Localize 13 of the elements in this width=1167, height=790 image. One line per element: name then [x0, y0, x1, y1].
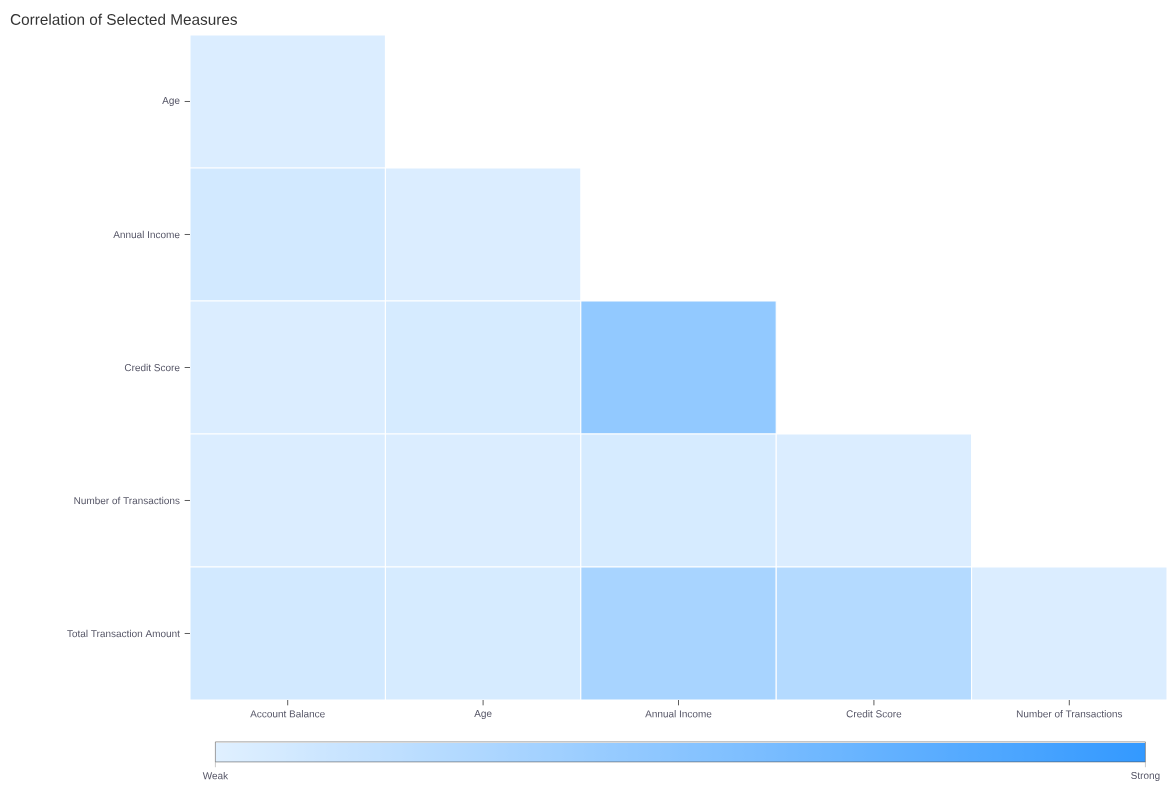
- color-bar-label: Weak: [202, 771, 229, 780]
- y-tick-label: Total Transaction Amount: [67, 629, 180, 638]
- y-tick-label: Age: [162, 97, 180, 106]
- x-tick-label: Credit Score: [846, 710, 902, 718]
- chart-title: Correlation of Selected Measures: [10, 13, 237, 25]
- x-tick-label: Age: [474, 710, 492, 719]
- y-tick-label: Credit Score: [124, 363, 180, 372]
- y-tick-label: Annual Income: [113, 230, 180, 239]
- x-tick-label: Number of Transactions: [1016, 710, 1123, 718]
- x-tick-label: Account Balance: [250, 710, 325, 718]
- y-tick-label: Number of Transactions: [74, 496, 180, 505]
- x-tick-label: Annual Income: [645, 710, 712, 718]
- color-bar-label: Strong: [1131, 771, 1160, 781]
